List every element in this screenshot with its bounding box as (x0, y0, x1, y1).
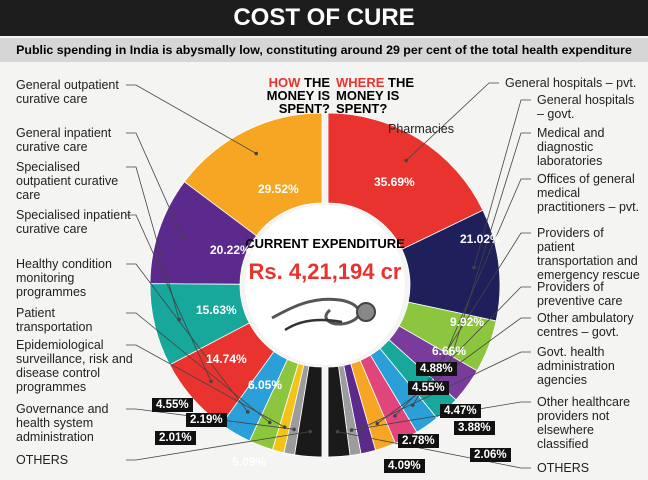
center-disc (245, 205, 405, 365)
leader-line (473, 99, 531, 268)
slice (272, 363, 305, 454)
value-label: 6.05% (248, 378, 283, 392)
leader-dot (245, 410, 250, 414)
heading-text: THE MONEY IS SPENT? (336, 75, 415, 116)
category-label: Healthy condition monitoring programmes (16, 257, 112, 299)
leader-dot (393, 414, 397, 418)
category-label: General outpatient curative care (16, 78, 119, 106)
leader-line (412, 232, 531, 406)
leader-dot (267, 420, 272, 425)
leader-dot (292, 427, 296, 432)
leader-line (126, 166, 180, 320)
leader-dot (375, 421, 380, 426)
slice (327, 112, 484, 250)
leader-line (362, 351, 531, 429)
value-label: 6.66% (432, 344, 467, 358)
leader-line (126, 344, 285, 428)
leader-line (429, 178, 531, 392)
value-label: 15.63% (196, 303, 237, 317)
slice (183, 112, 323, 237)
category-label: General hospitals – govt. (537, 93, 635, 121)
value-label: 2.06% (470, 448, 511, 462)
value-label: 2.19% (186, 413, 227, 427)
value-label: 2.01% (155, 431, 196, 445)
title: COST OF CURE (0, 0, 648, 36)
leader-dot (308, 429, 313, 434)
value-label: 35.69% (374, 175, 415, 189)
stethoscope-tube (284, 318, 343, 332)
slice (327, 365, 351, 458)
heading-text: THE MONEY IS SPENT? (266, 75, 330, 116)
category-label: Govt. health administration agencies (537, 345, 615, 387)
slice (220, 350, 288, 442)
value-label: 2.78% (398, 434, 439, 448)
leader-dot (472, 265, 476, 270)
value-label: 3.88% (454, 421, 495, 435)
right-heading: WHERE THE MONEY IS SPENT? (336, 76, 416, 115)
category-label: Other ambulatory centres – govt. (537, 311, 634, 339)
value-label: 4.47% (440, 404, 481, 418)
leader-line (126, 84, 257, 154)
leader-dot (254, 151, 259, 156)
leader-dot (335, 429, 340, 434)
leader-line (126, 312, 271, 423)
leader-dot (404, 158, 408, 163)
leader-line (126, 214, 212, 382)
center-value: Rs. 4,21,194 cr (249, 259, 402, 284)
slice (294, 365, 323, 458)
heading-highlight: WHERE (336, 75, 385, 90)
category-label: OTHERS (537, 461, 590, 475)
subtitle: Public spending in India is abysmally lo… (0, 38, 648, 62)
value-label: 14.74% (206, 352, 247, 366)
category-label: Specialised inpatient curative care (16, 208, 131, 236)
leader-line (351, 401, 531, 431)
value-label: 4.09% (384, 459, 425, 473)
slice (283, 364, 310, 456)
category-label: Medical and diagnostic laboratories (537, 126, 605, 168)
category-label: Providers of patient transportation and … (537, 226, 640, 282)
category-label: Offices of general medical practitioners… (537, 172, 640, 214)
leader-line (126, 408, 295, 430)
category-label: Epidemiological surveillance, risk and d… (16, 338, 133, 394)
category-label: General hospitals – pvt. (505, 76, 637, 90)
slice (249, 358, 299, 451)
value-label: 29.52% (258, 182, 299, 196)
category-label: Pharmacies (388, 122, 454, 136)
slice (169, 322, 275, 426)
category-label: Other healthcare providers not elsewhere… (537, 395, 631, 451)
category-label: Patient transportation (16, 306, 93, 334)
leader-line (405, 82, 499, 161)
value-label: 9.92% (450, 315, 485, 329)
heading-highlight: HOW (268, 75, 301, 90)
value-label: 5.09% (232, 455, 267, 469)
category-label: Governance and health system administrat… (16, 402, 109, 444)
category-label: Specialised outpatient curative care (16, 160, 119, 202)
category-label: Providers of preventive care (537, 280, 623, 308)
leader-line (126, 431, 311, 461)
leader-line (126, 263, 249, 413)
value-label: 20.22% (210, 243, 251, 257)
stethoscope-head (356, 302, 376, 322)
leader-line (126, 132, 184, 239)
value-label: 4.55% (152, 398, 193, 412)
leader-line (446, 132, 531, 372)
value-label: 4.55% (408, 381, 449, 395)
value-label: 4.88% (416, 362, 457, 376)
value-label: 21.02% (460, 232, 501, 246)
leader-dot (209, 379, 213, 384)
left-heading: HOW THE MONEY IS SPENT? (250, 76, 330, 115)
leader-dot (180, 236, 185, 240)
leader-dot (349, 428, 354, 432)
center-label: CURRENT EXPENDITURE (245, 236, 405, 251)
category-label: OTHERS (16, 453, 69, 467)
category-label: General inpatient curative care (16, 126, 112, 154)
